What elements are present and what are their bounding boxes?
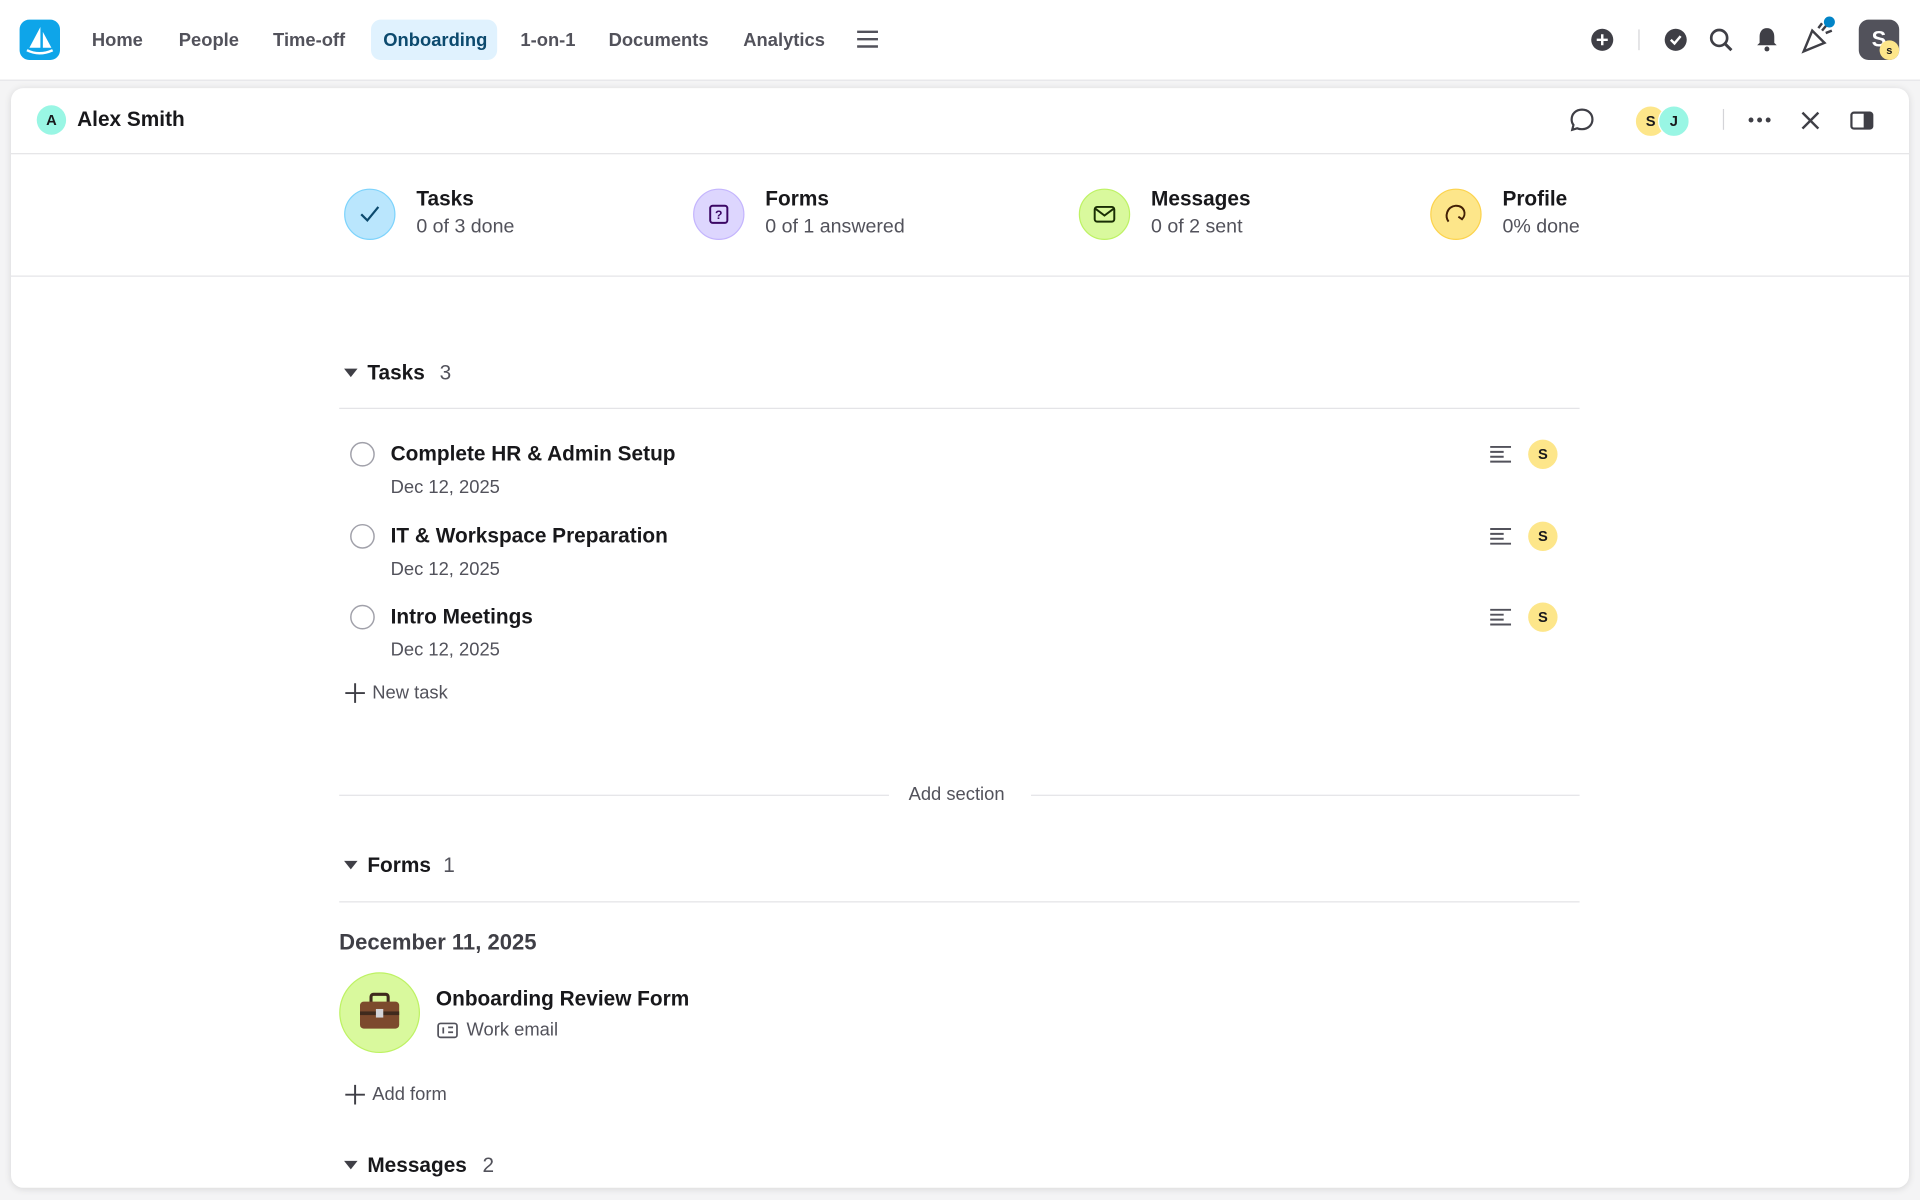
assignee-avatar: S bbox=[1528, 602, 1558, 632]
description-icon bbox=[1490, 608, 1512, 626]
comment-icon[interactable] bbox=[1570, 108, 1594, 132]
summary-title: Profile bbox=[1502, 187, 1568, 211]
nav-item[interactable]: Analytics bbox=[743, 30, 825, 51]
summary-subtitle: 0% done bbox=[1502, 216, 1580, 238]
section-title: Messages bbox=[367, 1153, 467, 1177]
nav-item[interactable]: Onboarding bbox=[383, 30, 488, 51]
summary-icon: ? bbox=[693, 188, 745, 241]
person-name: Alex Smith bbox=[77, 107, 185, 132]
divider bbox=[11, 153, 1909, 155]
divider bbox=[1031, 794, 1580, 796]
divider bbox=[339, 794, 889, 796]
collapse-caret[interactable] bbox=[344, 1160, 358, 1170]
add-task[interactable]: New task bbox=[372, 682, 448, 704]
divider bbox=[11, 275, 1909, 277]
form-icon bbox=[339, 972, 421, 1054]
summary-icon bbox=[1430, 188, 1482, 241]
celebrate-icon[interactable] bbox=[1801, 16, 1838, 54]
divider bbox=[1638, 29, 1640, 51]
section-title: Forms bbox=[367, 853, 431, 877]
task-title[interactable]: Complete HR & Admin Setup bbox=[390, 442, 676, 466]
task-title[interactable]: IT & Workspace Preparation bbox=[390, 523, 668, 547]
bell-icon[interactable] bbox=[1756, 27, 1778, 52]
check-icon[interactable] bbox=[1664, 28, 1687, 51]
add-section[interactable]: Add section bbox=[908, 784, 1005, 806]
form-field: Work email bbox=[466, 1019, 559, 1041]
section-title: Tasks bbox=[367, 361, 425, 385]
divider bbox=[1722, 108, 1725, 130]
divider bbox=[339, 901, 1580, 903]
panel bbox=[11, 88, 1909, 1188]
plus-icon[interactable] bbox=[345, 1084, 365, 1105]
section-count: 3 bbox=[439, 361, 452, 385]
task-date: Dec 12, 2025 bbox=[390, 639, 500, 661]
task-checkbox[interactable] bbox=[350, 523, 375, 549]
collapse-caret[interactable] bbox=[344, 368, 358, 378]
summary-icon bbox=[1078, 188, 1131, 241]
nav-item[interactable]: 1-on-1 bbox=[520, 30, 576, 51]
assignee-avatar: S bbox=[1528, 439, 1558, 469]
add-icon[interactable] bbox=[1591, 28, 1614, 51]
nav-item[interactable]: People bbox=[178, 30, 240, 51]
menu-icon[interactable] bbox=[857, 30, 878, 48]
user-badge: s bbox=[1879, 40, 1900, 61]
svg-text:?: ? bbox=[715, 208, 722, 222]
task-checkbox[interactable] bbox=[350, 604, 375, 630]
summary-subtitle: 0 of 1 answered bbox=[765, 216, 905, 238]
summary-subtitle: 0 of 3 done bbox=[416, 216, 515, 238]
watcher-avatar: J bbox=[1657, 105, 1690, 138]
summary-title: Forms bbox=[765, 187, 829, 211]
summary-title: Messages bbox=[1151, 187, 1251, 211]
nav-item[interactable]: Time-off bbox=[273, 30, 346, 51]
logo[interactable] bbox=[19, 19, 61, 61]
field-icon bbox=[437, 1022, 458, 1039]
assignee-avatar: S bbox=[1528, 521, 1558, 551]
search-icon[interactable] bbox=[1709, 28, 1733, 52]
summary-subtitle: 0 of 2 sent bbox=[1151, 216, 1243, 238]
task-title[interactable]: Intro Meetings bbox=[390, 604, 533, 629]
person-avatar: A bbox=[36, 105, 67, 135]
collapse-caret[interactable] bbox=[344, 860, 358, 870]
section-count: 1 bbox=[443, 853, 455, 877]
description-icon bbox=[1490, 445, 1512, 463]
active-nav-bg bbox=[371, 19, 498, 61]
form-date: December 11, 2025 bbox=[339, 930, 537, 955]
task-date: Dec 12, 2025 bbox=[390, 476, 500, 498]
summary-icon bbox=[344, 188, 396, 241]
summary-title: Tasks bbox=[416, 187, 474, 211]
form-title[interactable]: Onboarding Review Form bbox=[435, 986, 690, 1011]
description-icon bbox=[1490, 527, 1512, 545]
close-icon[interactable] bbox=[1801, 111, 1820, 130]
nav-item[interactable]: Home bbox=[91, 30, 143, 51]
add-form[interactable]: Add form bbox=[372, 1084, 447, 1106]
nav-item[interactable]: Documents bbox=[608, 30, 709, 51]
sidebar-icon[interactable] bbox=[1850, 111, 1874, 130]
plus-icon[interactable] bbox=[345, 683, 365, 703]
divider bbox=[339, 407, 1580, 409]
task-date: Dec 12, 2025 bbox=[390, 558, 500, 580]
more-icon[interactable] bbox=[1748, 117, 1771, 123]
task-checkbox[interactable] bbox=[350, 441, 375, 467]
section-count: 2 bbox=[482, 1153, 495, 1177]
